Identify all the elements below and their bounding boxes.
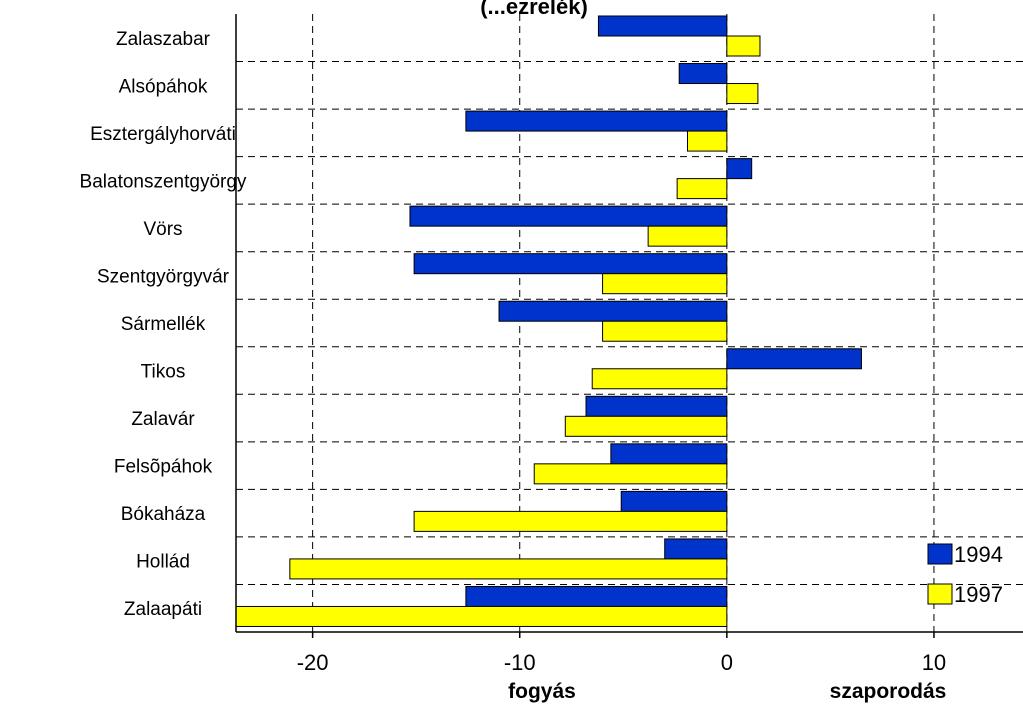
bar-1994-10 bbox=[620, 490, 728, 512]
axes bbox=[235, 14, 1023, 633]
x-tick-label: -10 bbox=[504, 650, 536, 675]
legend-swatch-1997 bbox=[927, 583, 953, 605]
bar-1994-12 bbox=[465, 585, 728, 607]
category-label: Hollád bbox=[136, 552, 190, 573]
bar-1997-11 bbox=[289, 558, 728, 580]
bar-1997-5 bbox=[602, 273, 728, 295]
bar-1994-7 bbox=[726, 348, 862, 370]
bar-1994-11 bbox=[664, 538, 728, 560]
bar-1994-3 bbox=[726, 158, 753, 180]
category-labels: Zalaszabar Alsópáhok Esztergályhorváti Bala… bbox=[80, 29, 247, 620]
bar-1997-3 bbox=[676, 178, 728, 200]
category-label: Bókaháza bbox=[121, 504, 206, 525]
legend: 1994 1997 bbox=[927, 542, 1003, 607]
x-tick-label: 0 bbox=[721, 650, 733, 675]
bar-1994-4 bbox=[409, 205, 728, 227]
bar-1994-0 bbox=[597, 15, 728, 37]
category-label: Zalavár bbox=[131, 409, 195, 430]
legend-label-1994: 1994 bbox=[954, 542, 1003, 567]
category-label: Balatonszentgyörgy bbox=[80, 171, 247, 192]
bar-1994-2 bbox=[465, 110, 728, 132]
bar-1997-4 bbox=[647, 225, 728, 247]
bar-1997-7 bbox=[591, 368, 728, 390]
x-tick-label: -20 bbox=[297, 650, 329, 675]
x-tick-label: 10 bbox=[922, 650, 946, 675]
bar-1997-6 bbox=[602, 320, 728, 342]
bar-1997-12 bbox=[235, 605, 728, 627]
bar-1994-9 bbox=[610, 443, 728, 465]
bar-1994-1 bbox=[678, 63, 728, 85]
category-label: Esztergályhorváti bbox=[90, 124, 236, 145]
category-label: Sármellék bbox=[121, 314, 206, 335]
x-tick-labels: -20 -10 0 10 bbox=[297, 632, 946, 675]
bar-1997-8 bbox=[564, 415, 728, 437]
bar-1997-2 bbox=[686, 130, 728, 152]
bar-1997-9 bbox=[533, 463, 728, 485]
category-label: Felsõpáhok bbox=[114, 457, 213, 478]
bar-1997-10 bbox=[413, 510, 728, 532]
category-label: Alsópáhok bbox=[119, 76, 208, 97]
bar-1997-0 bbox=[726, 35, 761, 57]
legend-swatch-1994 bbox=[927, 543, 953, 565]
bar-1994-6 bbox=[498, 300, 728, 322]
bars bbox=[235, 15, 862, 627]
bar-1997-1 bbox=[726, 83, 759, 105]
legend-label-1997: 1997 bbox=[954, 582, 1003, 607]
x-label-right: szaporodás bbox=[830, 680, 947, 703]
category-label: Szentgyörgyvár bbox=[97, 266, 230, 287]
category-label: Zalaszabar bbox=[116, 29, 211, 50]
bar-1994-8 bbox=[585, 395, 728, 417]
category-label: Vörs bbox=[143, 219, 182, 240]
bar-1994-5 bbox=[413, 253, 728, 275]
category-label: Tikos bbox=[141, 362, 186, 383]
x-label-left: fogyás bbox=[508, 680, 576, 703]
category-label: Zalaapáti bbox=[124, 599, 202, 620]
chart-title: (...ezrelék) bbox=[480, 0, 588, 19]
